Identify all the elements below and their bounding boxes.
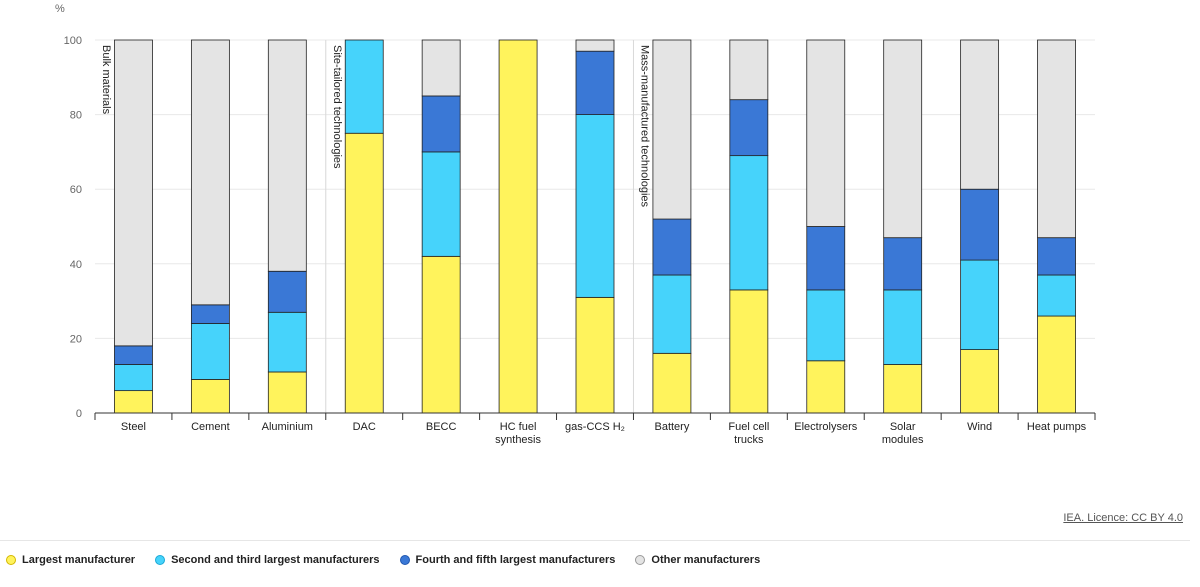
x-tick-label: Battery: [654, 421, 689, 433]
bar-segment: [498, 39, 538, 414]
bar-segment: [114, 39, 153, 347]
bar-segment: [267, 311, 307, 373]
bar-segment: [652, 39, 692, 220]
group-label: Site-tailored technologies: [331, 45, 343, 169]
x-tick-label: Heat pumps: [1027, 421, 1087, 433]
bar-segment: [806, 289, 846, 362]
legend-item[interactable]: Largest manufacturer: [6, 554, 135, 566]
x-tick-label: Cement: [191, 421, 230, 433]
bar-segment: [652, 352, 692, 414]
bar-segment: [344, 39, 384, 134]
bar-segment: [806, 39, 846, 227]
bar-segment: [114, 345, 153, 365]
bar-segment: [421, 151, 461, 257]
bar-segment: [344, 132, 384, 414]
legend-swatch: [399, 555, 410, 565]
bar-layer: [114, 39, 1076, 414]
x-tick-label: Solar: [890, 421, 916, 433]
axis-layer: 0 20 40 60 80 100 Bulk materials Site-tailored …: [64, 35, 1096, 446]
bar-segment: [190, 304, 230, 324]
legend-label: Second and third largest manufacturers: [171, 554, 380, 566]
bar-segment: [575, 39, 615, 52]
bar-segment: [652, 274, 692, 354]
legend-item[interactable]: Other manufacturers: [635, 554, 760, 566]
y-unit-label: %: [55, 3, 65, 15]
x-tick-label: DAC: [353, 421, 376, 433]
x-tick-label: Wind: [967, 421, 992, 433]
bar-segment: [806, 360, 846, 414]
bar-segment: [960, 349, 1000, 414]
bar-segment: [421, 95, 461, 153]
legend-label: Fourth and fifth largest manufacturers: [415, 554, 616, 566]
bar-segment: [421, 39, 461, 97]
x-tick-label: HC fuel: [500, 421, 537, 433]
bar-segment: [1037, 39, 1076, 239]
bar-segment: [1037, 237, 1076, 276]
legend-swatch: [6, 555, 16, 565]
legend-item[interactable]: Second and third largest manufacturers: [155, 554, 380, 566]
bar-segment: [575, 296, 615, 414]
bar-segment: [267, 39, 307, 272]
x-tick-label: Aluminium: [262, 421, 313, 433]
group-label: Mass-manufactured technologies: [638, 45, 650, 208]
bar-segment: [883, 39, 923, 239]
bar-segment: [1037, 315, 1076, 414]
bar-segment: [421, 255, 461, 414]
legend-divider: [0, 540, 1190, 541]
y-tick-label: 100: [64, 35, 82, 47]
legend: Largest manufacturer Second and third lar…: [6, 554, 760, 566]
legend-swatch: [635, 555, 646, 565]
bar-segment: [729, 289, 769, 414]
x-tick-label: trucks: [734, 434, 764, 446]
bar-segment: [806, 226, 846, 291]
legend-item[interactable]: Fourth and fifth largest manufacturers: [399, 554, 616, 566]
bar-segment: [1037, 274, 1076, 317]
legend-swatch: [155, 555, 166, 565]
stacked-bar-chart: 0 20 40 60 80 100 Bulk materials Site-tailored …: [55, 3, 1096, 446]
bar-segment: [190, 39, 230, 306]
y-tick-label: 80: [70, 110, 82, 122]
bar-segment: [267, 270, 307, 313]
x-tick-label: synthesis: [495, 434, 541, 446]
bar-segment: [114, 364, 153, 392]
bar-segment: [729, 99, 769, 157]
x-tick-label: Steel: [121, 421, 146, 433]
bar-segment: [652, 218, 692, 276]
group-label: Bulk materials: [100, 45, 112, 115]
bar-segment: [883, 237, 923, 291]
bar-segment: [960, 188, 1000, 261]
legend-label: Largest manufacturer: [22, 554, 136, 566]
bar-segment: [114, 390, 153, 414]
x-tick-label: modules: [882, 434, 924, 446]
y-tick-label: 20: [70, 333, 82, 345]
x-tick-label: Fuel cell: [728, 421, 769, 433]
bar-segment: [575, 50, 615, 115]
bar-segment: [883, 364, 923, 414]
bar-segment: [267, 371, 307, 414]
x-tick-label: BECC: [426, 421, 457, 433]
bar-segment: [960, 259, 1000, 350]
y-tick-label: 60: [70, 184, 82, 196]
bar-segment: [729, 39, 769, 101]
x-tick-label: gas-CCS H₂: [565, 421, 625, 433]
bar-segment: [729, 155, 769, 291]
bar-segment: [883, 289, 923, 365]
licence-link[interactable]: IEA. Licence: CC BY 4.0: [1063, 512, 1183, 524]
bar-segment: [190, 379, 230, 414]
y-tick-label: 40: [70, 259, 82, 271]
bar-segment: [960, 39, 1000, 190]
x-tick-label: Electrolysers: [794, 421, 857, 433]
legend-label: Other manufacturers: [651, 554, 761, 566]
y-tick-label: 0: [76, 408, 82, 420]
bar-segment: [190, 323, 230, 380]
bar-segment: [575, 114, 615, 298]
